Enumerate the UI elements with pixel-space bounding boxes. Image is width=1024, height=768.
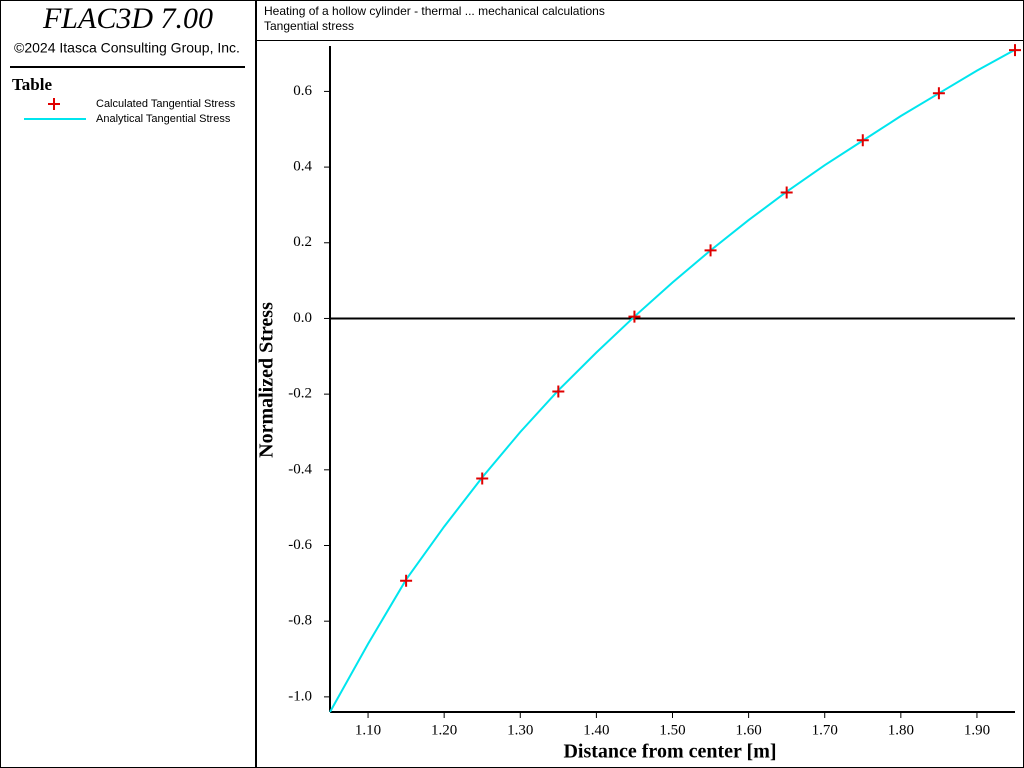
legend-label: Calculated Tangential Stress <box>96 98 236 110</box>
x-tick-label: 1.90 <box>964 722 990 738</box>
x-tick-label: 1.80 <box>888 722 914 738</box>
y-tick-label: -0.2 <box>288 386 312 402</box>
x-tick-label: 1.30 <box>507 722 533 738</box>
x-axis-label: Distance from center [m] <box>563 741 776 763</box>
y-tick-label: 0.4 <box>293 159 312 175</box>
y-tick-label: 0.0 <box>293 310 312 326</box>
y-tick-label: 0.2 <box>293 234 312 250</box>
copyright: ©2024 Itasca Consulting Group, Inc. <box>14 40 240 56</box>
legend-label: Analytical Tangential Stress <box>96 113 231 125</box>
x-tick-label: 1.40 <box>583 722 609 738</box>
calculated-point <box>932 87 945 100</box>
x-tick-label: 1.50 <box>659 722 685 738</box>
calculated-point <box>628 310 641 323</box>
legend-title: Table <box>12 75 52 94</box>
calculated-point <box>780 186 793 199</box>
legend-marker <box>48 98 60 110</box>
y-axis-label: Normalized Stress <box>256 302 278 458</box>
product-title: FLAC3D 7.00 <box>42 2 213 35</box>
y-tick-label: -0.4 <box>288 461 312 477</box>
calculated-point <box>552 385 565 398</box>
y-tick-label: -0.8 <box>288 613 312 629</box>
calculated-point <box>1009 44 1021 57</box>
y-tick-label: 0.6 <box>293 83 312 99</box>
x-tick-label: 1.20 <box>431 722 457 738</box>
calculated-point <box>856 134 869 147</box>
y-tick-label: -1.0 <box>288 688 312 704</box>
x-tick-label: 1.10 <box>355 722 381 738</box>
calculated-point <box>704 244 717 257</box>
x-tick-label: 1.60 <box>735 722 761 738</box>
chart-title: Heating of a hollow cylinder - thermal .… <box>264 4 605 18</box>
calculated-point <box>400 574 413 587</box>
analytical-line <box>329 48 1016 713</box>
y-tick-label: -0.6 <box>288 537 312 553</box>
x-tick-label: 1.70 <box>812 722 838 738</box>
chart-subtitle: Tangential stress <box>264 19 354 33</box>
calculated-point <box>476 472 489 485</box>
